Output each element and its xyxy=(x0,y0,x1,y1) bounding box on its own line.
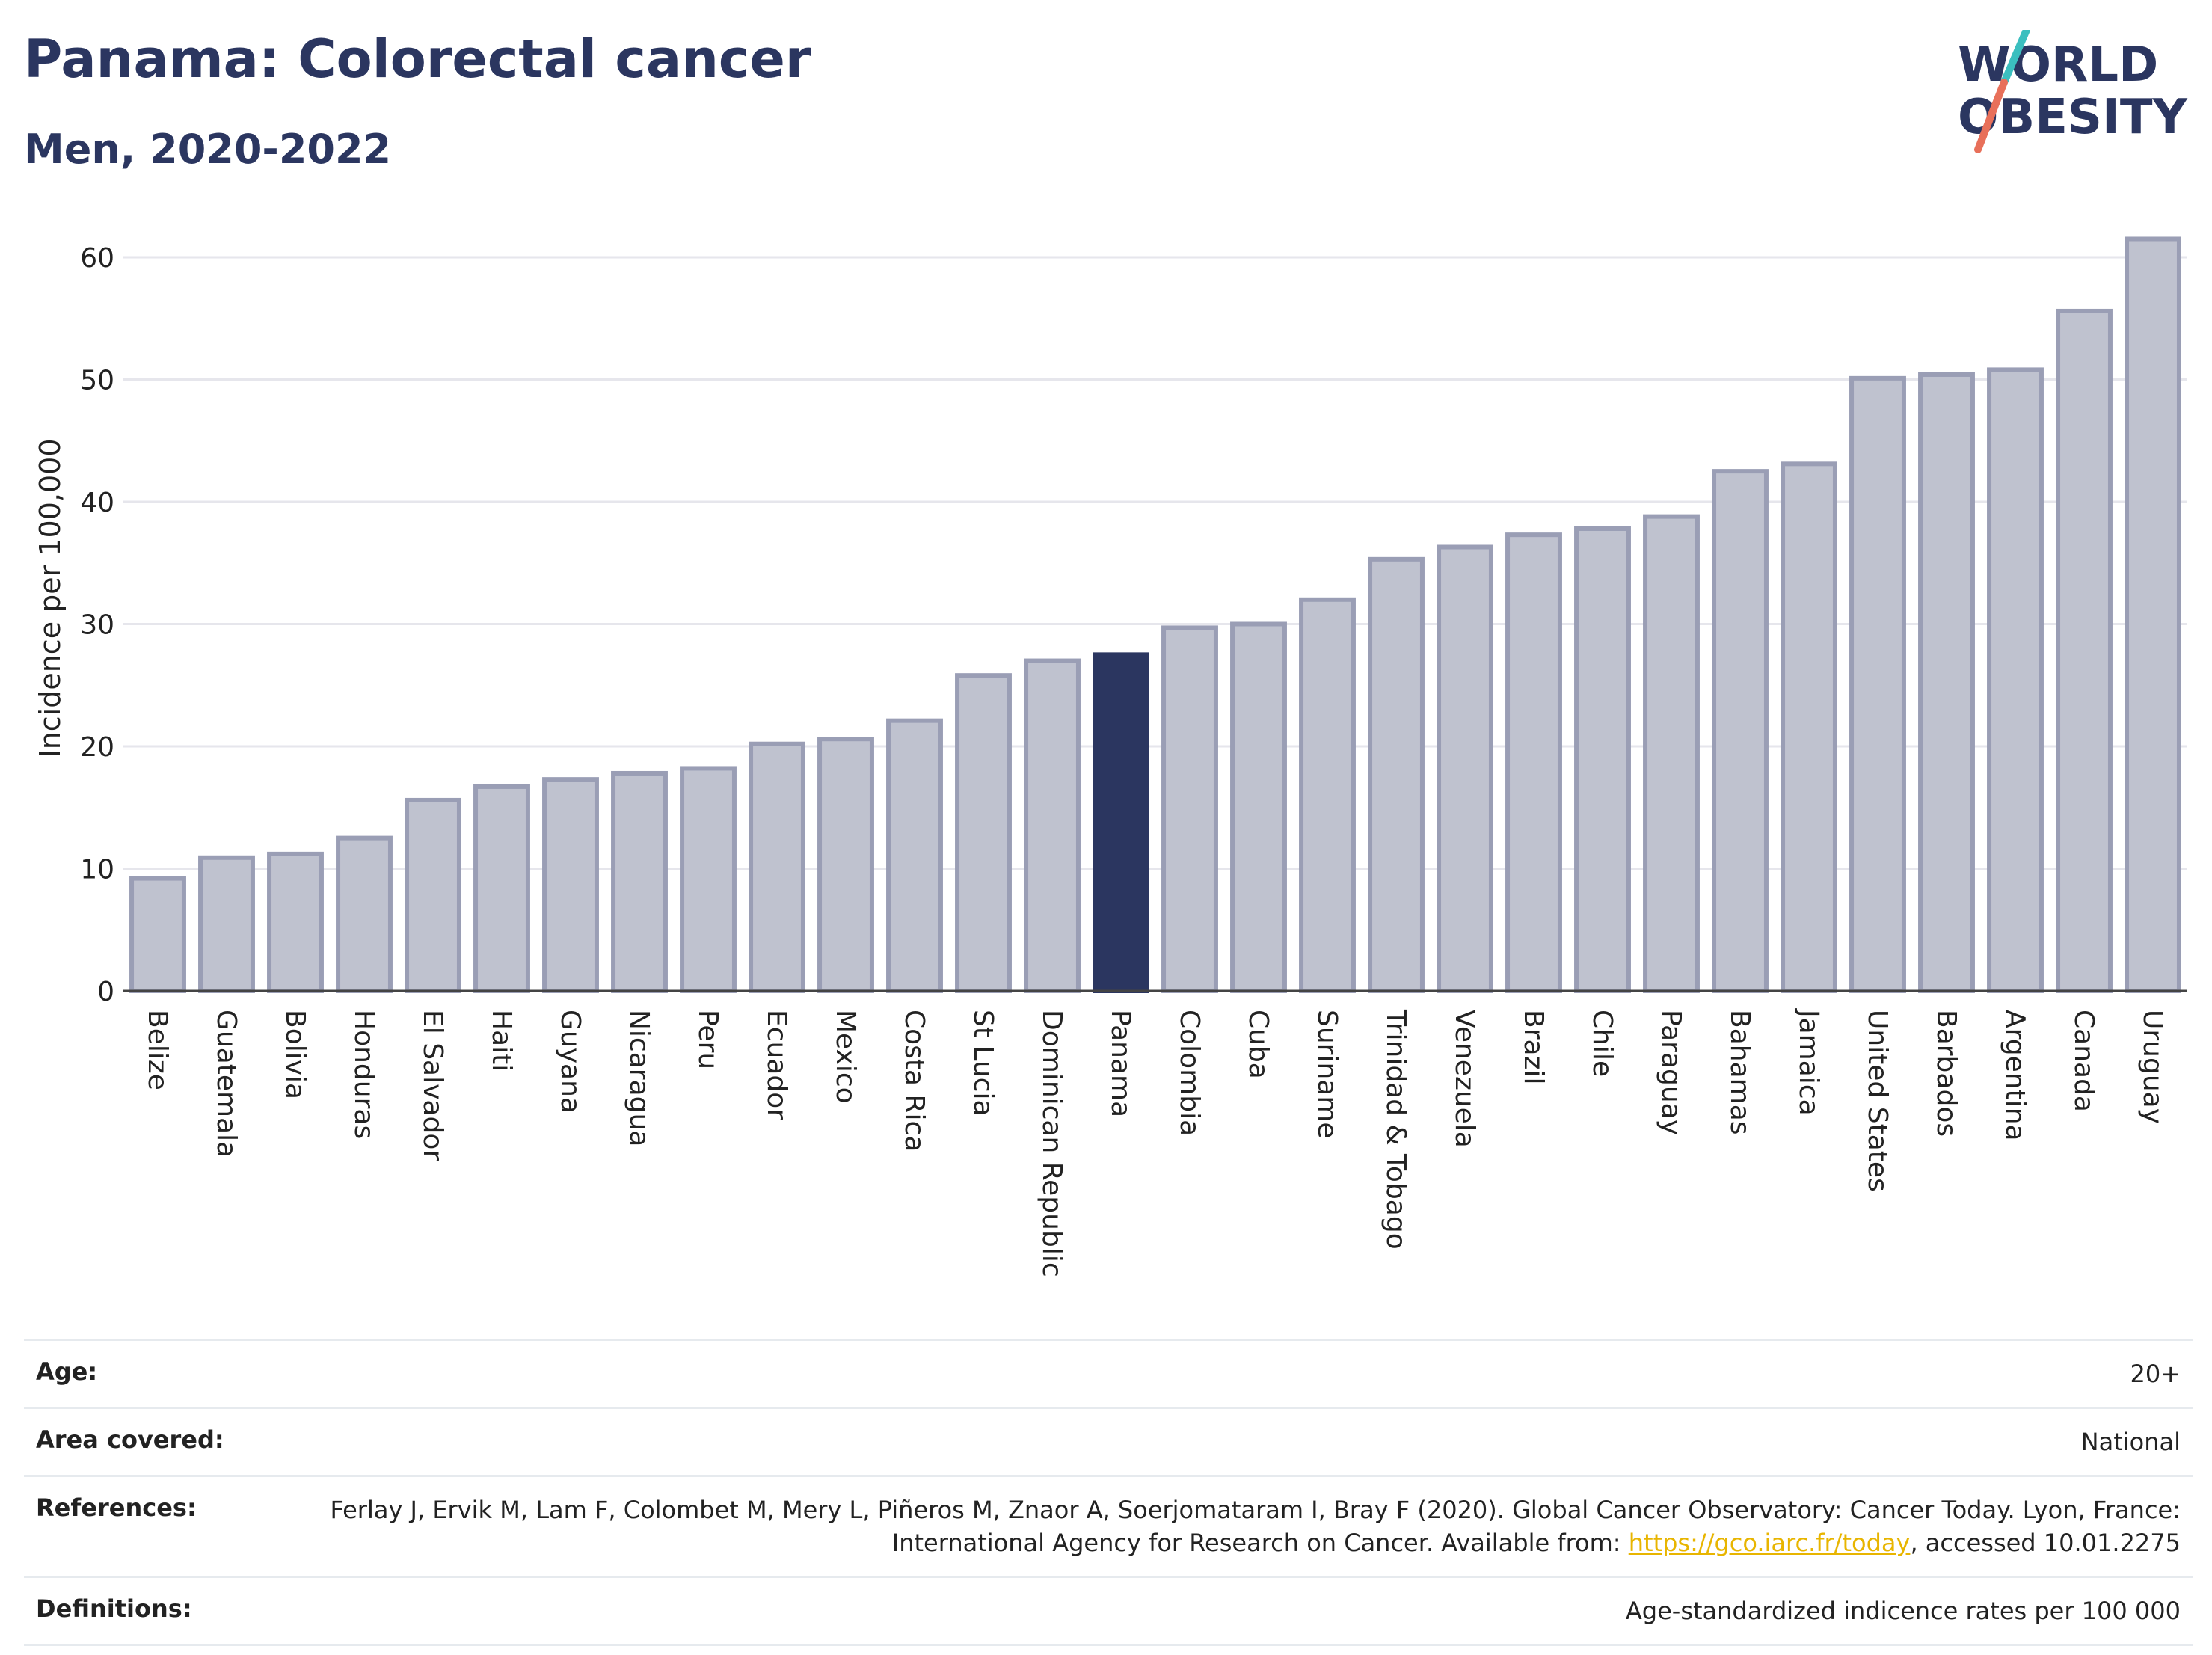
x-tick-label: Venezuela xyxy=(1449,1010,1480,1148)
x-tick-label: Jamaica xyxy=(1793,1008,1824,1116)
chart-title: Panama: Colorectal cancer xyxy=(24,28,811,90)
definitions-value: Age-standardized indicence rates per 100… xyxy=(1625,1597,2181,1625)
bar-panama xyxy=(1093,652,1149,993)
bar-brazil xyxy=(1505,532,1562,993)
x-tick-label: Peru xyxy=(692,1010,723,1069)
bar-guyana xyxy=(542,777,599,994)
y-tick-label: 60 xyxy=(80,243,114,274)
y-tick-label: 30 xyxy=(80,610,114,641)
info-table: Age: 20+ Area covered: National Referenc… xyxy=(24,1339,2193,1646)
x-tick-label: Belize xyxy=(142,1010,173,1090)
x-tick-label: Mexico xyxy=(830,1010,861,1104)
x-tick-label: Ecuador xyxy=(761,1010,792,1120)
bar-honduras xyxy=(336,835,393,993)
logo-slash-bottom xyxy=(1974,79,2008,153)
bar-ecuador xyxy=(749,741,805,993)
logo-slash-top xyxy=(2000,30,2030,86)
x-tick-label: Paraguay xyxy=(1656,1010,1686,1135)
x-tick-label: Costa Rica xyxy=(899,1010,930,1152)
world-obesity-logo: WORLD OBESITY xyxy=(1958,30,2187,153)
bar-dominican-republic xyxy=(1024,658,1081,993)
logo-line-1: WORLD xyxy=(1958,37,2158,93)
y-tick-label: 20 xyxy=(80,732,114,763)
bar-suriname xyxy=(1299,597,1356,993)
x-tick-label: Haiti xyxy=(486,1010,517,1072)
x-tick-label: Brazil xyxy=(1518,1010,1549,1084)
references-text-2: , accessed 10.01.2275 xyxy=(1910,1529,2181,1557)
references-value: Ferlay J, Ervik M, Lam F, Colombet M, Me… xyxy=(311,1493,2181,1559)
bar-bahamas xyxy=(1712,469,1769,993)
bar-costa-rica xyxy=(886,718,943,993)
area-value: National xyxy=(2080,1428,2181,1456)
references-label: References: xyxy=(36,1493,197,1522)
x-tick-label: Canada xyxy=(2068,1010,2099,1112)
age-value: 20+ xyxy=(2130,1360,2181,1388)
x-tick-label: Suriname xyxy=(1312,1010,1342,1139)
bar-jamaica xyxy=(1781,461,1837,993)
bar-peru xyxy=(680,766,737,994)
bar-colombia xyxy=(1161,625,1218,994)
info-row-references: References: Ferlay J, Ervik M, Lam F, Co… xyxy=(24,1475,2193,1576)
bar-st-lucia xyxy=(955,673,1012,993)
y-axis-label: Incidence per 100,000 xyxy=(34,438,67,758)
x-tick-label: Argentina xyxy=(2000,1010,2030,1141)
x-tick-label: Chile xyxy=(1587,1010,1617,1077)
bar-guatemala xyxy=(198,855,255,994)
bar-paraguay xyxy=(1643,514,1700,993)
bar-canada xyxy=(2056,308,2113,993)
x-tick-label: United States xyxy=(1862,1010,1893,1192)
bar-united-states xyxy=(1849,375,1906,993)
x-tick-label: Dominican Republic xyxy=(1036,1010,1067,1277)
x-tick-label: El Salvador xyxy=(417,1010,448,1161)
x-tick-label: Panama xyxy=(1105,1010,1136,1117)
bar-mexico xyxy=(817,737,874,993)
bar-trinidad-tobago xyxy=(1368,556,1425,993)
x-tick-label: Guyana xyxy=(555,1010,586,1114)
x-tick-label: Cuba xyxy=(1243,1010,1274,1079)
bar-nicaragua xyxy=(611,770,668,993)
x-tick-label: Uruguay xyxy=(2137,1010,2168,1124)
x-tick-label: Bahamas xyxy=(1724,1010,1755,1135)
y-tick-label: 40 xyxy=(80,488,114,518)
bar-argentina xyxy=(1987,367,2044,994)
x-tick-label: Trinidad & Tobago xyxy=(1380,1009,1411,1250)
info-row-age: Age: 20+ xyxy=(24,1339,2193,1407)
age-label: Age: xyxy=(36,1357,98,1386)
x-tick-label: Bolivia xyxy=(280,1010,310,1099)
references-link[interactable]: https://gco.iarc.fr/today xyxy=(1628,1529,1911,1557)
bar-cuba xyxy=(1230,621,1287,993)
area-label: Area covered: xyxy=(36,1425,224,1454)
bar-venezuela xyxy=(1437,544,1493,993)
info-row-area: Area covered: National xyxy=(24,1407,2193,1475)
bar-uruguay xyxy=(2125,236,2181,994)
x-tick-label: Honduras xyxy=(348,1010,379,1139)
bar-barbados xyxy=(1918,372,1975,993)
bar-bolivia xyxy=(267,851,324,993)
x-tick-label: Barbados xyxy=(1931,1010,1961,1137)
chart-subtitle: Men, 2020-2022 xyxy=(24,126,392,173)
x-tick-label: St Lucia xyxy=(968,1010,998,1117)
bar-chart: 0 10 20 30 40 50 60 Belize Guatemala Bolivia Hond… xyxy=(34,236,2187,1277)
y-tick-label: 50 xyxy=(80,366,114,396)
bar-haiti xyxy=(473,784,530,993)
y-tick-label: 0 xyxy=(97,977,114,1007)
bar-chile xyxy=(1574,526,1631,993)
x-tick-label: Nicaragua xyxy=(624,1010,654,1146)
definitions-label: Definitions: xyxy=(36,1594,192,1623)
y-tick-label: 10 xyxy=(80,855,114,885)
bar-belize xyxy=(129,876,186,993)
references-text-1: Ferlay J, Ervik M, Lam F, Colombet M, Me… xyxy=(330,1496,2181,1557)
info-row-definitions: Definitions: Age-standardized indicence … xyxy=(24,1576,2193,1646)
x-tick-label: Guatemala xyxy=(211,1010,242,1158)
bar-el-salvador xyxy=(405,797,461,993)
x-tick-label: Colombia xyxy=(1174,1010,1205,1136)
